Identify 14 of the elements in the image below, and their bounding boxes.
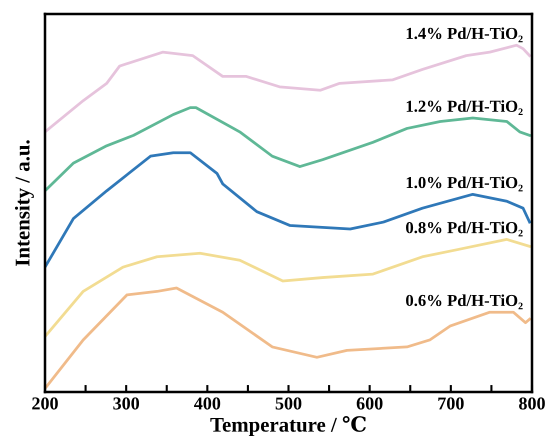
series-label: 0.6% Pd/H-TiO₂: [406, 294, 523, 310]
series-label: 0.8% Pd/H-TiO₂: [406, 222, 523, 236]
x-tick-label: 300: [113, 397, 140, 410]
x-tick-label: 400: [194, 397, 220, 410]
series-label: 1.0% Pd/H-TiO₂: [406, 176, 523, 192]
y-axis-title: Intensity / a.u.: [14, 140, 34, 266]
x-tick-label: 200: [32, 397, 58, 410]
x-axis-title: Temperature / ℃: [210, 416, 366, 436]
x-tick-label: 500: [276, 397, 302, 410]
x-tick-label: 700: [438, 397, 464, 410]
x-tick-label: 600: [356, 397, 383, 410]
series-label: 1.4% Pd/H-TiO₂: [406, 27, 523, 42]
series-label: 1.2% Pd/H-TiO₂: [406, 100, 523, 116]
x-tick-label: 800: [519, 397, 545, 410]
